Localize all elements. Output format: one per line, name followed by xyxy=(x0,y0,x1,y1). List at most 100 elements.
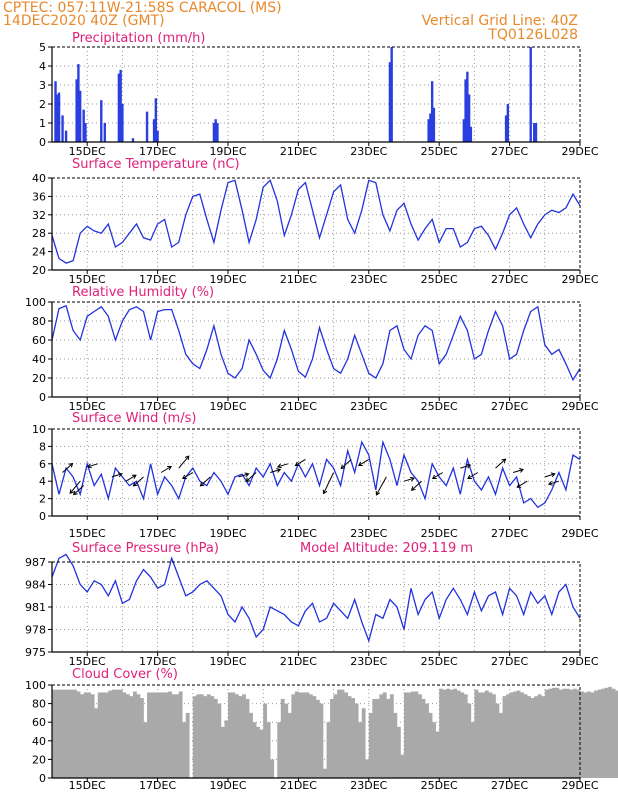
series-line xyxy=(51,439,581,509)
cloud-bar xyxy=(323,768,327,778)
y-tick-label: 20 xyxy=(32,372,46,385)
wind-vector xyxy=(178,455,190,469)
cloud-bar xyxy=(477,692,482,778)
cloud-bar xyxy=(537,694,542,778)
precip-bar xyxy=(390,47,393,142)
y-tick-label: 5 xyxy=(39,41,46,54)
wind-arrowhead xyxy=(245,477,251,483)
y-tick-label: 981 xyxy=(25,601,46,614)
x-tick-label: 21DEC xyxy=(280,400,317,413)
x-tick-label: 23DEC xyxy=(350,527,387,540)
cloud-bar xyxy=(474,689,479,778)
y-tick-label: 3 xyxy=(39,79,46,92)
x-tick-label: 29DEC xyxy=(561,779,598,792)
cloud-bar xyxy=(506,694,510,778)
cloud-bar xyxy=(576,689,581,778)
cloud-bar xyxy=(492,694,496,778)
precip-bar xyxy=(54,81,57,142)
cloud-bar xyxy=(534,696,539,778)
cloud-bar xyxy=(590,692,595,778)
cloud-bar xyxy=(558,689,563,778)
x-tick-label: 27DEC xyxy=(491,779,528,792)
cloud-bar xyxy=(611,688,616,778)
y-tick-label: 2 xyxy=(39,493,46,506)
wind-arrowhead xyxy=(72,490,78,496)
cloud-bar xyxy=(143,722,148,778)
cloud-bar xyxy=(192,696,197,778)
wind-vector xyxy=(548,480,560,485)
cloud-bar xyxy=(428,712,433,778)
cloud-bar xyxy=(368,712,373,778)
panel-title: Relative Humidity (%) xyxy=(72,285,214,300)
cloud-bar xyxy=(242,694,246,778)
cloud-bar xyxy=(548,688,553,778)
cloud-bar xyxy=(87,692,92,778)
x-tick-label: 27DEC xyxy=(491,145,528,158)
x-tick-label: 23DEC xyxy=(350,273,387,286)
cloud-bar xyxy=(220,726,225,778)
wind-arrowhead xyxy=(519,468,525,473)
cloud-bar xyxy=(460,692,465,778)
cloud-bar xyxy=(562,688,567,778)
precip-bar xyxy=(429,113,432,142)
wind-vector xyxy=(295,459,306,466)
panel-2: 0 20 40 60 80 100 15DEC 17DEC 19DEC 21DEC 23DEC 25D… xyxy=(25,285,599,413)
wind-arrowhead xyxy=(294,461,300,466)
cloud-bar xyxy=(111,689,116,778)
cloud-bar xyxy=(495,703,500,778)
wind-vector xyxy=(512,469,524,473)
wind-vector xyxy=(277,463,288,468)
cloud-bar xyxy=(129,696,134,778)
wind-arrowhead xyxy=(466,463,472,469)
precip-bar xyxy=(61,115,64,142)
panel-title: Surface Temperature (nC) xyxy=(72,157,240,172)
cloud-bar xyxy=(400,754,405,778)
y-tick-label: 0 xyxy=(39,772,46,785)
cloud-bar xyxy=(52,689,56,778)
precip-bar xyxy=(119,69,122,142)
x-tick-label: 21DEC xyxy=(280,527,317,540)
cloud-bar xyxy=(266,722,271,778)
x-tick-label: 21DEC xyxy=(280,655,317,668)
y-tick-label: 4 xyxy=(39,475,46,488)
y-tick-label: 975 xyxy=(25,646,46,659)
y-tick-label: 10 xyxy=(32,423,46,436)
y-tick-label: 40 xyxy=(32,172,46,185)
x-tick-label: 25DEC xyxy=(421,273,458,286)
cloud-bar xyxy=(435,731,440,778)
cloud-bar xyxy=(101,692,106,778)
cloud-bar xyxy=(414,691,419,778)
cloud-bar xyxy=(90,694,95,778)
cloud-bar xyxy=(470,722,475,778)
y-tick-label: 32 xyxy=(32,209,46,222)
y-tick-label: 2 xyxy=(39,98,46,111)
cloud-bar xyxy=(407,692,412,778)
y-tick-label: 8 xyxy=(39,440,46,453)
cloud-bar xyxy=(147,692,151,778)
cloud-bar xyxy=(59,689,63,778)
cloud-bar xyxy=(164,692,169,778)
cloud-bar xyxy=(104,692,109,778)
cloud-bar xyxy=(294,691,299,778)
cloud-bar xyxy=(199,694,204,778)
x-tick-label: 17DEC xyxy=(139,273,176,286)
cloud-bar xyxy=(484,690,489,778)
wind-vector xyxy=(133,476,144,487)
cloud-bar xyxy=(608,686,612,778)
cloud-bar xyxy=(513,691,517,778)
cloud-bar xyxy=(386,698,391,778)
x-tick-label: 17DEC xyxy=(139,655,176,668)
cloud-bar xyxy=(83,692,88,778)
cloud-bar xyxy=(132,691,137,778)
cloud-bar xyxy=(287,712,292,778)
precip-bar xyxy=(427,119,430,142)
cloud-bar xyxy=(277,722,282,778)
cloud-bar xyxy=(73,689,77,778)
cloud-bar xyxy=(404,692,408,778)
cloud-bar xyxy=(259,729,264,778)
wind-vector xyxy=(403,477,415,482)
cloud-bar xyxy=(615,690,618,778)
cloud-bar xyxy=(249,712,253,778)
precip-bar xyxy=(430,81,434,142)
cloud-bar xyxy=(481,692,486,778)
